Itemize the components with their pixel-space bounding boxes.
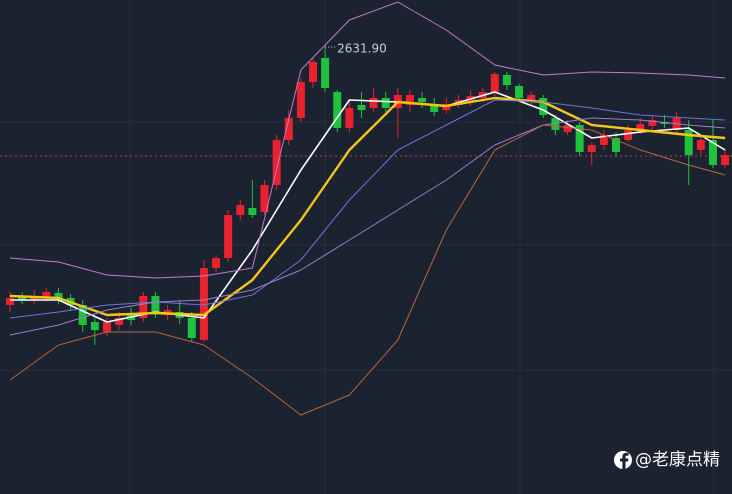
candle-body <box>248 208 257 215</box>
candle-body <box>551 118 560 130</box>
candle-body <box>309 62 317 82</box>
indicator-line <box>9 117 726 336</box>
plot: 2631.90 <box>0 1 732 416</box>
candle-body <box>624 130 633 140</box>
candle-body <box>405 95 414 105</box>
candle-body <box>684 130 693 155</box>
indicator-line <box>9 1 726 279</box>
candle-body <box>502 75 511 85</box>
candle-body <box>6 298 14 305</box>
indicator-line <box>9 124 726 416</box>
candle-body <box>381 98 390 108</box>
candle-body <box>187 318 196 338</box>
candle-body <box>115 318 124 325</box>
candle-body <box>333 92 342 128</box>
watermark-text: @老康点精 <box>635 450 720 470</box>
indicator-line <box>9 96 726 317</box>
candle-body <box>636 124 645 130</box>
indicator-line <box>9 99 726 319</box>
candle-body <box>612 138 620 152</box>
candle-body <box>139 296 148 318</box>
candle-body <box>708 140 717 165</box>
candle-body <box>272 140 281 185</box>
candle-body <box>199 268 208 340</box>
candle-body <box>224 215 233 258</box>
candle-body <box>369 98 378 108</box>
candle-body <box>151 296 160 312</box>
indicator-line <box>10 91 726 323</box>
candle-body <box>260 185 269 212</box>
candle-body <box>296 82 305 118</box>
watermark: @老康点精 <box>614 450 720 470</box>
candle-body <box>539 98 548 115</box>
candle-body <box>42 292 51 298</box>
candle-body <box>78 305 87 325</box>
candle-body <box>212 258 221 268</box>
watermark-icon-f <box>620 452 629 469</box>
candle-body <box>599 135 608 145</box>
candle-body <box>696 140 705 150</box>
candle-body <box>321 58 330 88</box>
candle-body <box>527 95 536 100</box>
candle-body <box>54 293 63 298</box>
candle-body <box>648 120 657 126</box>
annotation-label: 2631.90 <box>337 42 387 56</box>
candle-body <box>236 205 245 215</box>
candle-body <box>575 125 584 152</box>
candle-body <box>284 118 293 140</box>
candle-body <box>345 108 354 128</box>
candle-body <box>721 155 730 165</box>
candle-body <box>357 105 366 110</box>
candle-body <box>490 74 499 92</box>
candle-body <box>418 98 427 102</box>
candle-body <box>515 86 524 98</box>
candle-body <box>102 322 111 332</box>
candle-body <box>90 322 99 330</box>
candles <box>6 47 730 345</box>
candle-body <box>18 296 27 300</box>
candle-body <box>563 125 572 132</box>
candle-body <box>430 104 439 112</box>
candle-body <box>587 145 596 152</box>
